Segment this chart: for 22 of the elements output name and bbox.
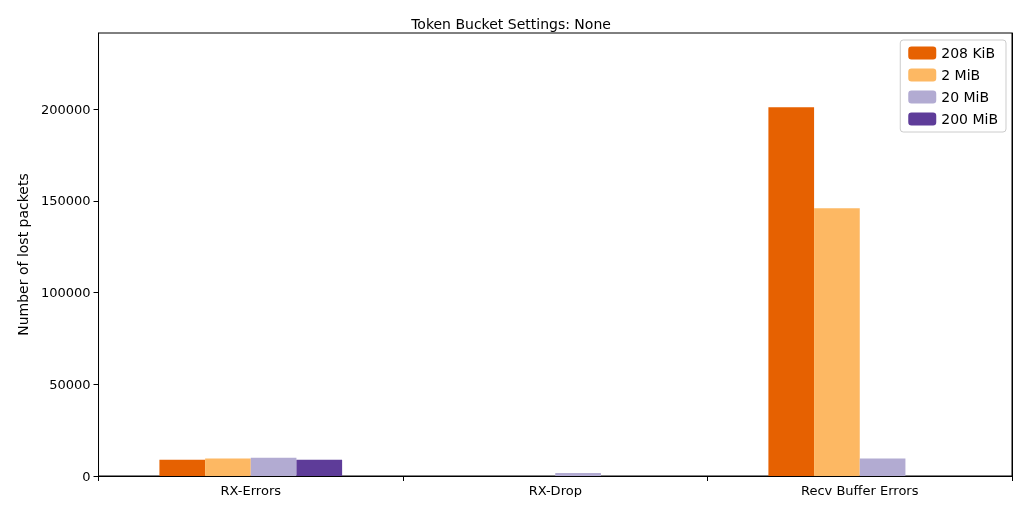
y-tick-label: 150000 [40,193,91,209]
legend-label: 20 MiB [941,89,990,105]
bar [250,457,297,476]
bar [555,473,601,476]
legend-label: 2 MiB [941,67,981,83]
bar [768,107,815,476]
y-tick-label: 200000 [40,101,91,117]
chart-title: Token Bucket Settings: None [410,16,611,32]
x-tick-label: Recv Buffer Errors [801,483,919,498]
legend-label: 208 KiB [941,45,996,61]
bar [159,459,206,476]
y-tick-label: 0 [82,468,91,484]
y-tick-label: 100000 [40,285,91,301]
legend-label: 200 MiB [941,111,998,127]
x-tick-label: RX-Errors [220,483,282,498]
bar [205,458,251,476]
bar [296,459,343,476]
y-axis-title: Number of lost packets [15,173,31,336]
y-tick-label: 50000 [49,376,91,392]
bar [859,458,906,476]
x-tick-label: RX-Drop [528,483,582,498]
bar [814,208,860,476]
